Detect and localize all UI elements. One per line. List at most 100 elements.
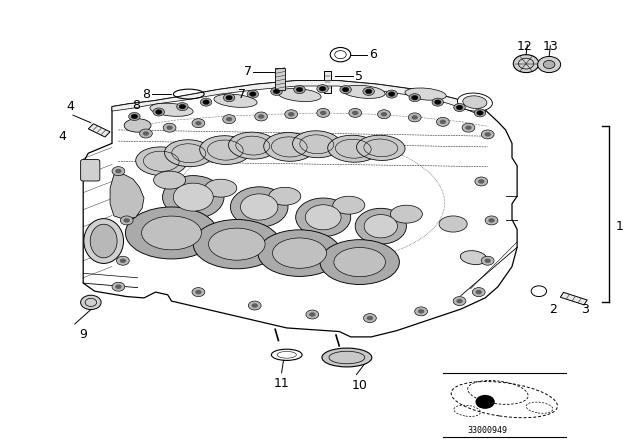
Circle shape: [454, 103, 465, 112]
Circle shape: [173, 183, 213, 211]
Circle shape: [124, 218, 130, 223]
Circle shape: [115, 169, 122, 173]
Text: 8: 8: [132, 99, 140, 112]
Circle shape: [481, 130, 494, 139]
Circle shape: [543, 60, 555, 69]
Circle shape: [378, 110, 390, 119]
Ellipse shape: [458, 93, 492, 111]
Circle shape: [203, 100, 209, 104]
Circle shape: [247, 90, 259, 98]
Ellipse shape: [439, 216, 467, 232]
Circle shape: [456, 105, 463, 110]
Circle shape: [192, 288, 205, 297]
Circle shape: [364, 215, 397, 238]
Circle shape: [432, 98, 444, 106]
Circle shape: [120, 216, 133, 225]
Ellipse shape: [333, 196, 365, 214]
Circle shape: [320, 111, 326, 115]
Circle shape: [273, 89, 280, 94]
Circle shape: [250, 92, 256, 96]
Circle shape: [481, 256, 494, 265]
Ellipse shape: [273, 238, 326, 268]
Ellipse shape: [141, 216, 202, 250]
Polygon shape: [88, 124, 110, 137]
Circle shape: [485, 216, 498, 225]
Circle shape: [285, 110, 298, 119]
Circle shape: [317, 85, 328, 93]
Text: 8: 8: [142, 87, 150, 101]
Circle shape: [355, 208, 406, 244]
Polygon shape: [112, 81, 486, 116]
Circle shape: [252, 303, 258, 308]
Ellipse shape: [463, 96, 487, 108]
Polygon shape: [324, 71, 331, 93]
Circle shape: [166, 125, 173, 130]
Circle shape: [476, 290, 482, 294]
Ellipse shape: [90, 224, 117, 258]
Circle shape: [230, 187, 288, 227]
Polygon shape: [83, 81, 517, 337]
Ellipse shape: [150, 103, 193, 116]
Circle shape: [484, 258, 491, 263]
Ellipse shape: [193, 220, 280, 269]
Circle shape: [129, 112, 140, 121]
Circle shape: [408, 113, 421, 122]
Circle shape: [365, 89, 372, 94]
Text: 4: 4: [59, 130, 67, 143]
Circle shape: [386, 90, 397, 98]
Circle shape: [306, 310, 319, 319]
Circle shape: [317, 108, 330, 117]
Ellipse shape: [164, 140, 213, 167]
Circle shape: [319, 86, 326, 91]
FancyBboxPatch shape: [81, 159, 100, 181]
Ellipse shape: [258, 230, 341, 276]
Polygon shape: [560, 293, 588, 305]
Circle shape: [475, 177, 488, 186]
Circle shape: [412, 95, 418, 100]
FancyBboxPatch shape: [275, 68, 285, 90]
Circle shape: [140, 129, 152, 138]
Ellipse shape: [84, 219, 124, 263]
Circle shape: [241, 194, 278, 220]
Text: 6: 6: [369, 48, 376, 61]
Circle shape: [223, 94, 235, 102]
Text: 13: 13: [543, 40, 559, 53]
Circle shape: [349, 108, 362, 117]
Circle shape: [436, 117, 449, 126]
Circle shape: [381, 112, 387, 116]
Circle shape: [388, 92, 395, 96]
Circle shape: [271, 87, 282, 95]
Ellipse shape: [125, 207, 218, 259]
Circle shape: [418, 309, 424, 314]
Circle shape: [474, 109, 486, 117]
Circle shape: [179, 104, 186, 109]
Ellipse shape: [405, 88, 446, 100]
Circle shape: [156, 110, 162, 114]
Circle shape: [195, 121, 202, 125]
Text: 3: 3: [581, 302, 589, 316]
Circle shape: [131, 114, 138, 119]
Circle shape: [296, 198, 351, 237]
Circle shape: [120, 258, 126, 263]
Circle shape: [163, 123, 176, 132]
Text: 4: 4: [67, 100, 74, 113]
Ellipse shape: [228, 132, 277, 159]
Circle shape: [435, 100, 441, 104]
Circle shape: [453, 297, 466, 306]
Circle shape: [440, 120, 446, 124]
Circle shape: [195, 290, 202, 294]
Ellipse shape: [390, 205, 422, 223]
Circle shape: [153, 108, 164, 116]
Ellipse shape: [460, 251, 487, 264]
Circle shape: [116, 256, 129, 265]
Ellipse shape: [328, 135, 379, 162]
Circle shape: [81, 295, 101, 310]
Text: 33000949: 33000949: [468, 426, 508, 435]
Circle shape: [363, 87, 374, 95]
Circle shape: [367, 316, 373, 320]
Circle shape: [294, 86, 305, 94]
Circle shape: [462, 123, 475, 132]
Circle shape: [255, 112, 268, 121]
Circle shape: [465, 125, 472, 130]
Text: 11: 11: [274, 377, 289, 390]
